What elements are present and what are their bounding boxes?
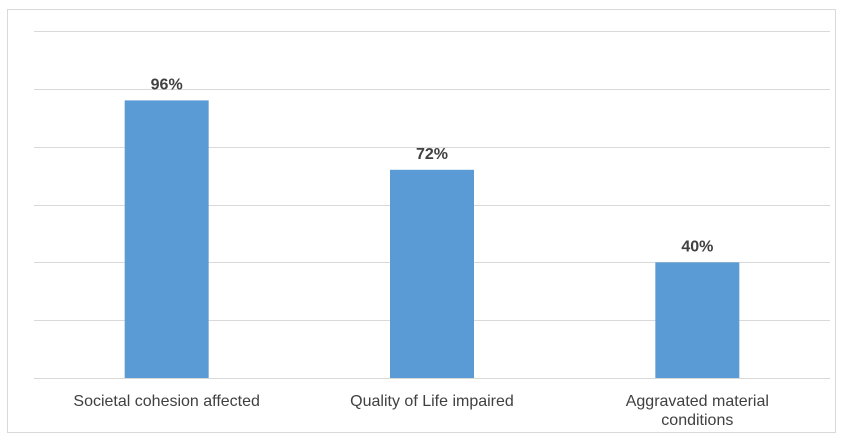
data-label: 72%	[416, 146, 448, 163]
category-label: Societal cohesion affected	[73, 393, 260, 410]
bar	[124, 100, 209, 379]
category-label: Quality of Life impaired	[350, 393, 514, 410]
bar	[390, 169, 474, 378]
bar	[655, 262, 740, 378]
data-label: 40%	[681, 238, 713, 255]
category-label: Aggravated material	[626, 393, 769, 410]
data-label: 96%	[151, 76, 183, 93]
category-label: conditions	[661, 412, 733, 429]
